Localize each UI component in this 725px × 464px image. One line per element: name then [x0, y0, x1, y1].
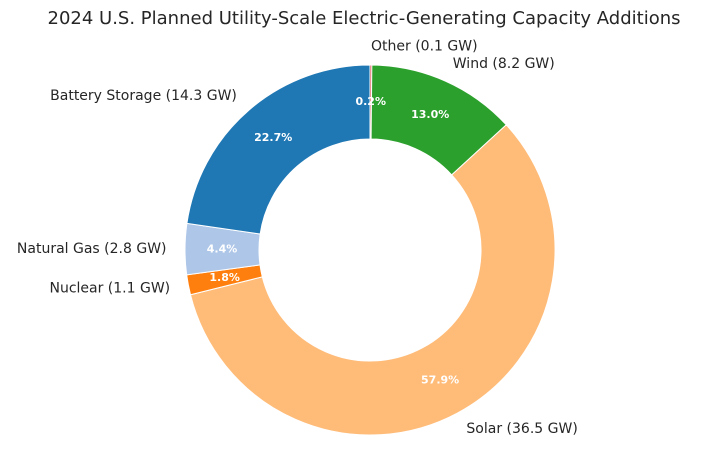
pct-label-battery-storage: 22.7% [254, 131, 292, 144]
slice-solar [189, 124, 556, 436]
pct-label-wind: 13.0% [411, 108, 449, 121]
pct-label-other: 0.2% [355, 95, 386, 108]
slice-label-nuclear: Nuclear (1.1 GW) [49, 280, 170, 296]
percent-labels-group: 0.2% 13.0% 57.9% 1.8% 4.4% 22.7% [207, 95, 459, 386]
chart-title: 2024 U.S. Planned Utility-Scale Electric… [48, 8, 681, 29]
slice-label-other: Other (0.1 GW) [371, 39, 478, 55]
slice-labels-group: Other (0.1 GW)Wind (8.2 GW) Solar (36.5 G… [17, 39, 578, 438]
pct-label-nuclear: 1.8% [209, 271, 240, 284]
slice-battery-storage [186, 64, 371, 235]
slice-label-natural-gas: Natural Gas (2.8 GW) [17, 241, 167, 257]
slice-label-solar: Solar (36.5 GW) [466, 421, 577, 437]
slice-label-wind: Wind (8.2 GW) [453, 56, 555, 72]
slices-group [184, 64, 556, 436]
pct-label-natural-gas: 4.4% [207, 242, 238, 255]
slice-label-battery-storage: Battery Storage (14.3 GW) [50, 88, 237, 104]
pct-label-solar: 57.9% [421, 373, 459, 386]
